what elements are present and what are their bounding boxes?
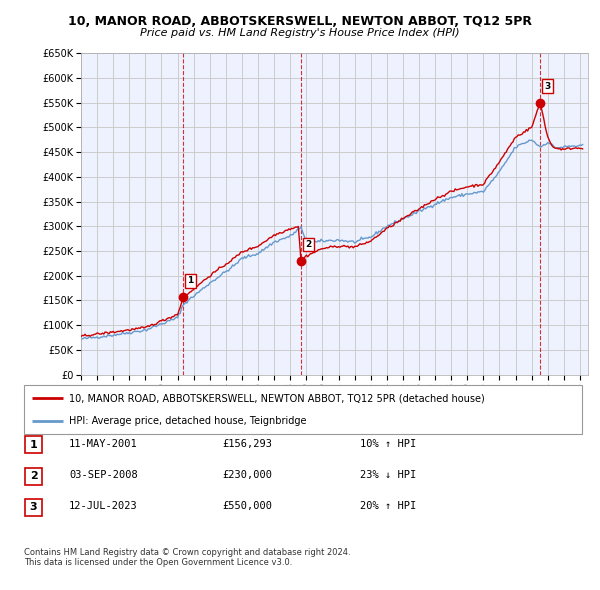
Text: 10% ↑ HPI: 10% ↑ HPI <box>360 439 416 448</box>
Text: 2: 2 <box>30 471 37 481</box>
Text: Contains HM Land Registry data © Crown copyright and database right 2024.
This d: Contains HM Land Registry data © Crown c… <box>24 548 350 567</box>
Text: 1: 1 <box>30 440 37 450</box>
Text: 3: 3 <box>544 82 550 91</box>
Text: 12-JUL-2023: 12-JUL-2023 <box>69 502 138 511</box>
Text: Price paid vs. HM Land Registry's House Price Index (HPI): Price paid vs. HM Land Registry's House … <box>140 28 460 38</box>
Text: 20% ↑ HPI: 20% ↑ HPI <box>360 502 416 511</box>
Text: 23% ↓ HPI: 23% ↓ HPI <box>360 470 416 480</box>
Text: 10, MANOR ROAD, ABBOTSKERSWELL, NEWTON ABBOT, TQ12 5PR: 10, MANOR ROAD, ABBOTSKERSWELL, NEWTON A… <box>68 15 532 28</box>
Text: 2: 2 <box>305 240 311 249</box>
Text: £156,293: £156,293 <box>222 439 272 448</box>
Text: 3: 3 <box>30 503 37 512</box>
Text: 10, MANOR ROAD, ABBOTSKERSWELL, NEWTON ABBOT, TQ12 5PR (detached house): 10, MANOR ROAD, ABBOTSKERSWELL, NEWTON A… <box>68 394 484 404</box>
Text: £230,000: £230,000 <box>222 470 272 480</box>
Text: 11-MAY-2001: 11-MAY-2001 <box>69 439 138 448</box>
Text: HPI: Average price, detached house, Teignbridge: HPI: Average price, detached house, Teig… <box>68 415 306 425</box>
Text: 03-SEP-2008: 03-SEP-2008 <box>69 470 138 480</box>
Text: 1: 1 <box>187 277 194 286</box>
Text: £550,000: £550,000 <box>222 502 272 511</box>
